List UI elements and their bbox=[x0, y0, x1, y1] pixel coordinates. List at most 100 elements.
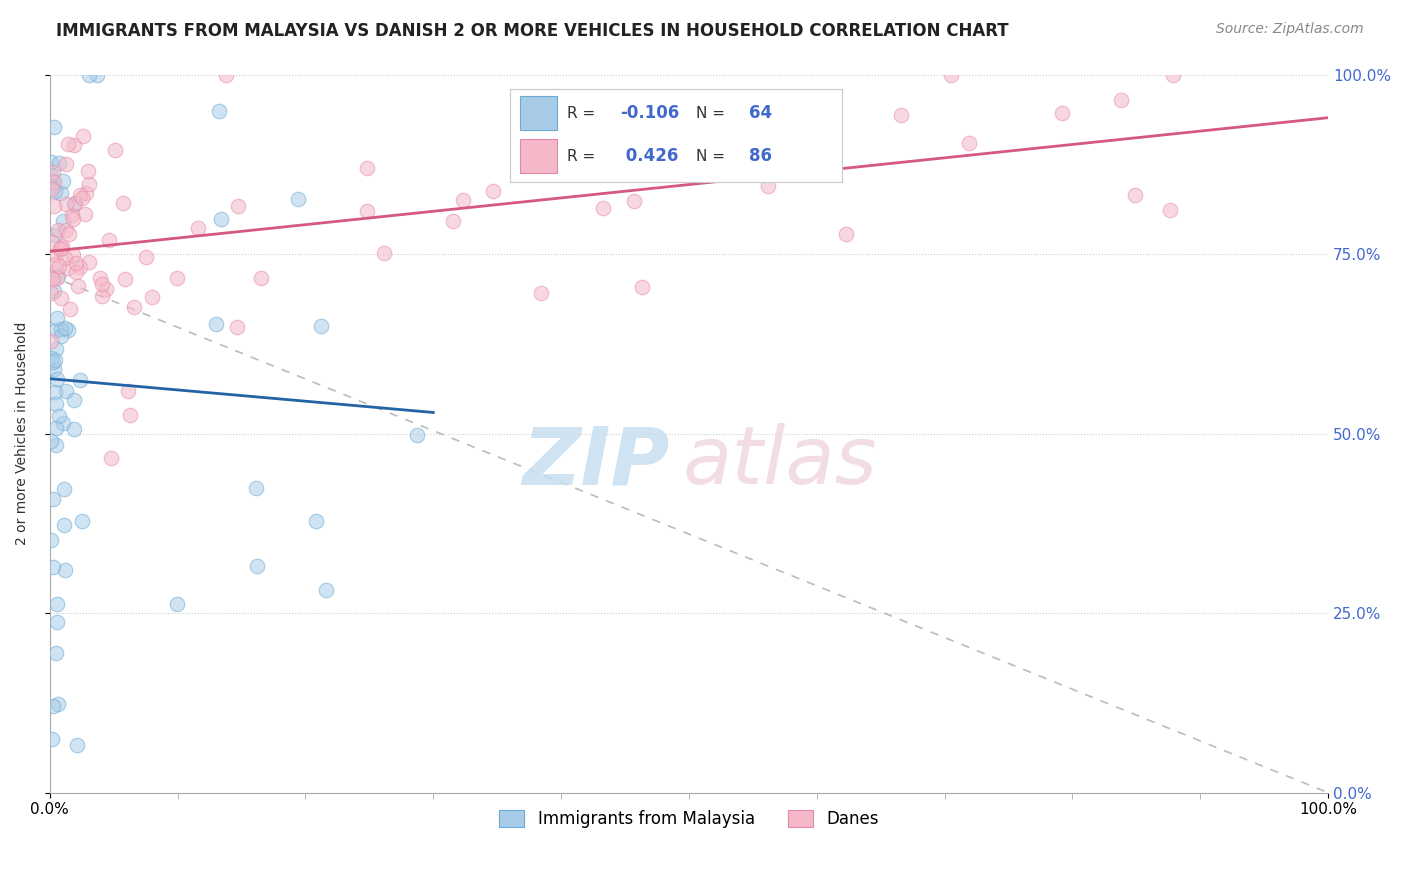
Point bbox=[1123, 188, 1146, 202]
Point bbox=[957, 136, 980, 150]
Point bbox=[45, 397, 67, 411]
Point bbox=[51, 239, 73, 253]
Point bbox=[42, 272, 65, 286]
Point bbox=[733, 133, 755, 147]
Point bbox=[1159, 203, 1181, 218]
Point bbox=[44, 385, 66, 400]
Point bbox=[44, 361, 66, 376]
Point bbox=[58, 227, 80, 241]
Point bbox=[42, 120, 65, 134]
Point bbox=[46, 223, 69, 237]
Point bbox=[91, 277, 114, 291]
Y-axis label: 2 or more Vehicles in Household: 2 or more Vehicles in Household bbox=[15, 322, 30, 545]
Point bbox=[315, 583, 337, 598]
Point bbox=[62, 212, 84, 227]
Point bbox=[53, 321, 76, 335]
Point bbox=[205, 318, 228, 332]
Point bbox=[72, 515, 94, 529]
Point bbox=[79, 177, 101, 191]
Point bbox=[58, 137, 80, 152]
Point bbox=[94, 282, 117, 296]
Point bbox=[45, 438, 67, 452]
Point bbox=[246, 559, 269, 574]
Point bbox=[215, 68, 238, 82]
Point bbox=[41, 285, 63, 300]
Point bbox=[41, 491, 63, 506]
Point bbox=[86, 68, 108, 82]
Point bbox=[42, 199, 65, 213]
Text: IMMIGRANTS FROM MALAYSIA VS DANISH 2 OR MORE VEHICLES IN HOUSEHOLD CORRELATION C: IMMIGRANTS FROM MALAYSIA VS DANISH 2 OR … bbox=[56, 22, 1010, 40]
Point bbox=[46, 268, 69, 283]
Point bbox=[309, 319, 332, 334]
Point bbox=[97, 233, 120, 247]
Point bbox=[52, 173, 75, 187]
Point bbox=[39, 271, 62, 285]
Point bbox=[45, 257, 67, 271]
Point bbox=[41, 235, 63, 249]
Point bbox=[451, 193, 474, 207]
Point bbox=[187, 221, 209, 235]
Point bbox=[46, 271, 69, 285]
Point bbox=[44, 227, 66, 242]
Point bbox=[72, 128, 94, 143]
Point bbox=[55, 157, 77, 171]
Point bbox=[52, 483, 75, 497]
Point bbox=[42, 355, 65, 369]
Point bbox=[209, 212, 232, 227]
Point bbox=[55, 384, 77, 398]
Point bbox=[45, 421, 67, 435]
Point bbox=[69, 373, 91, 387]
Point bbox=[42, 175, 65, 189]
Point bbox=[44, 284, 66, 298]
Point bbox=[758, 179, 780, 194]
Point bbox=[39, 351, 62, 365]
Point bbox=[60, 209, 83, 223]
Point bbox=[56, 260, 79, 275]
Point bbox=[111, 196, 134, 211]
Point bbox=[66, 738, 89, 752]
Point bbox=[405, 427, 427, 442]
Point bbox=[122, 300, 145, 314]
Point bbox=[48, 259, 70, 273]
Point bbox=[797, 155, 820, 169]
Point bbox=[41, 334, 63, 348]
Point bbox=[59, 302, 82, 317]
Point bbox=[65, 265, 87, 279]
Point bbox=[48, 409, 70, 423]
Point bbox=[41, 165, 63, 179]
Point bbox=[69, 187, 91, 202]
Point bbox=[42, 559, 65, 574]
Point bbox=[45, 615, 67, 629]
Point bbox=[77, 164, 100, 178]
Point bbox=[55, 197, 77, 211]
Text: Source: ZipAtlas.com: Source: ZipAtlas.com bbox=[1216, 22, 1364, 37]
Point bbox=[51, 329, 73, 343]
Point bbox=[42, 699, 65, 714]
Point bbox=[46, 310, 69, 325]
Point bbox=[103, 143, 125, 157]
Point bbox=[356, 161, 378, 175]
Point bbox=[70, 191, 93, 205]
Point bbox=[62, 137, 84, 152]
Point bbox=[39, 168, 62, 182]
Point bbox=[66, 279, 89, 293]
Point bbox=[49, 243, 72, 257]
Point bbox=[39, 533, 62, 547]
Point bbox=[208, 104, 231, 119]
Point bbox=[39, 155, 62, 169]
Point bbox=[45, 372, 67, 386]
Point bbox=[65, 256, 87, 270]
Text: ZIP: ZIP bbox=[523, 424, 669, 501]
Point bbox=[75, 186, 97, 200]
Legend: Immigrants from Malaysia, Danes: Immigrants from Malaysia, Danes bbox=[492, 803, 886, 835]
Point bbox=[41, 732, 63, 747]
Point bbox=[62, 248, 84, 262]
Point bbox=[53, 563, 76, 577]
Point bbox=[245, 481, 267, 495]
Point bbox=[835, 227, 858, 242]
Point bbox=[117, 384, 139, 398]
Point bbox=[58, 323, 80, 337]
Point bbox=[41, 173, 63, 187]
Point bbox=[482, 185, 505, 199]
Point bbox=[305, 514, 328, 528]
